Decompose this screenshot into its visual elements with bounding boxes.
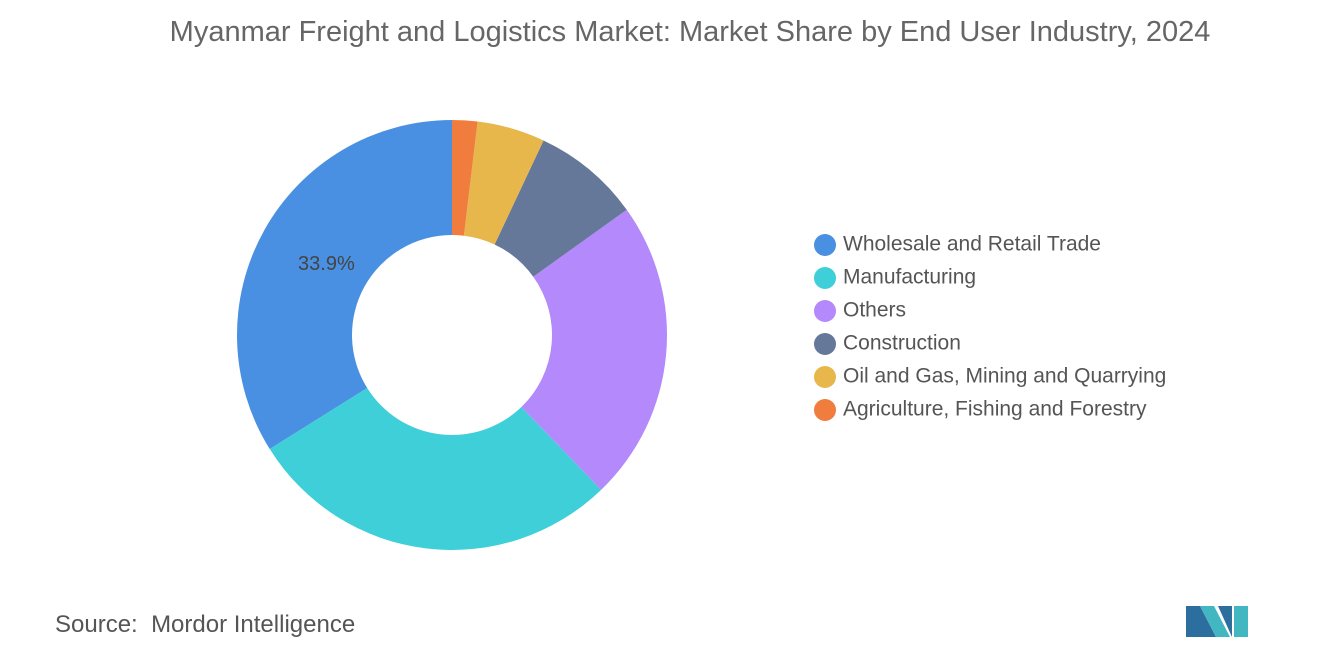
donut-segment [452,120,478,236]
chart-title: Myanmar Freight and Logistics Market: Ma… [169,16,1211,48]
source-text: Mordor Intelligence [151,611,356,638]
legend-label: Wholesale and Retail Trade [843,233,1101,256]
legend-label: Oil and Gas, Mining and Quarrying [843,365,1166,388]
donut-segment [521,209,667,490]
legend-marker [814,399,836,421]
source-label: Source: [55,611,138,638]
legend-marker [814,267,836,289]
donut-segment [269,388,602,551]
legend-label: Agriculture, Fishing and Forestry [843,398,1147,421]
legend-marker [814,300,836,322]
data-label: 33.9% [298,253,355,275]
legend-marker [814,333,836,355]
donut-segment [494,140,627,277]
source: Source: Mordor Intelligence [55,611,355,639]
legend-marker [814,366,836,388]
donut-segment [236,120,452,450]
legend-marker [814,234,836,256]
legend-label: Others [843,299,906,322]
legend-label: Construction [843,332,961,355]
legend-label: Manufacturing [843,266,976,289]
logo [1186,606,1248,637]
donut-segment [463,121,544,245]
